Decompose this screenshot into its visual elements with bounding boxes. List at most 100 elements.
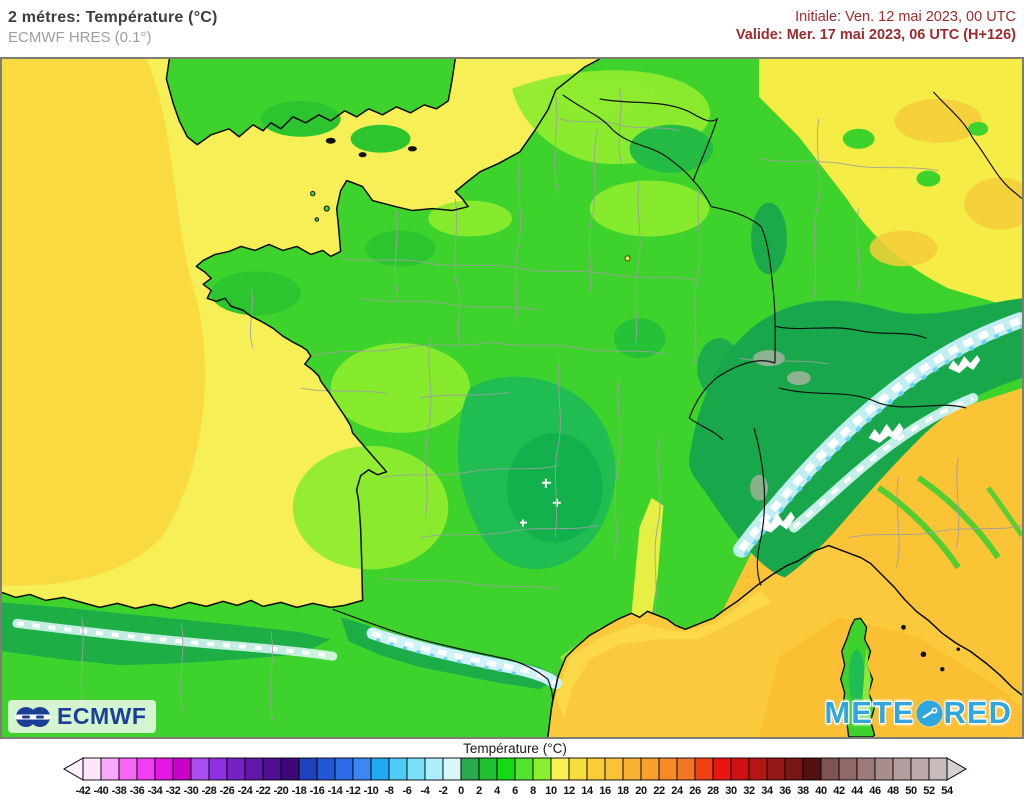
colorbar-tick: -34: [148, 785, 164, 797]
colorbar-tick: 12: [563, 785, 575, 797]
meteored-text-left: METE: [824, 695, 915, 730]
deep-atlantic: [2, 59, 206, 586]
colorbar-tick: -38: [112, 785, 127, 797]
colorbar-cell: [820, 757, 840, 781]
map-specks: [310, 137, 631, 262]
urban-speck: [407, 146, 417, 152]
colorbar-tick: -40: [94, 785, 109, 797]
colorbar-cell: [334, 757, 354, 781]
colorbar-tick: 20: [635, 785, 647, 797]
colorbar-cell: [838, 757, 858, 781]
colorbar-tick: 18: [617, 785, 629, 797]
map-frame: ECMWF METE RED: [0, 57, 1024, 739]
colorbar-cell: [586, 757, 606, 781]
colorbar-footer: Température (°C) -42 -40 -38 -36 -34 -32 -30 -2…: [0, 739, 1024, 799]
meteored-logo: METE RED: [824, 695, 1012, 731]
valid-datetime: Valide: Mer. 17 mai 2023, 06 UTC (H+126): [735, 27, 1016, 43]
colorbar-cell: [190, 757, 210, 781]
colorbar-tick: 36: [779, 785, 791, 797]
channel-island: [310, 190, 316, 197]
colorbar-cell: [550, 757, 570, 781]
colorbar-tick: 44: [851, 785, 864, 797]
colorbar-tick: -30: [184, 785, 199, 797]
colorbar-tick: -14: [328, 785, 344, 797]
colorbar-tick: -36: [130, 785, 145, 797]
colorbar-cell: [694, 757, 714, 781]
colorbar-cell: [748, 757, 768, 781]
department-borders: [80, 88, 1022, 722]
colorbar-tick: 26: [689, 785, 701, 797]
ecmwf-logo: ECMWF: [8, 700, 157, 733]
colorbar-tick: -10: [364, 785, 379, 797]
urban-speck: [325, 137, 336, 144]
colorbar-tick: -26: [220, 785, 235, 797]
rhone-valley: [631, 497, 664, 623]
colorbar-tick: 22: [653, 785, 665, 797]
colorbar-tick: -24: [238, 785, 254, 797]
colorbar-cell: [370, 757, 390, 781]
colorbar-tick: -22: [256, 785, 271, 797]
channel-island: [314, 217, 320, 222]
colorbar-cell: [676, 757, 696, 781]
colorbar-cell: [892, 757, 912, 781]
colorbar-cell: [208, 757, 228, 781]
colorbar-cell: [658, 757, 678, 781]
colorbar-cell: [118, 757, 138, 781]
paris-dot: [624, 255, 631, 262]
colorbar-cell: [604, 757, 624, 781]
colorbar-cell: [910, 757, 930, 781]
init-datetime: Initiale: Ven. 12 mai 2023, 00 UTC: [795, 9, 1016, 25]
weather-map: [2, 59, 1022, 737]
colorbar-cell: [442, 757, 462, 781]
meteored-o-icon: [916, 700, 943, 726]
colorbar-cell: [766, 757, 786, 781]
atlantic-sea: [2, 59, 600, 609]
page-title: 2 métres: Température (°C): [8, 9, 218, 26]
urban-speck: [358, 152, 367, 158]
colorbar-tick: 16: [599, 785, 611, 797]
colorbar-cell: [478, 757, 498, 781]
colorbar-tick: 28: [707, 785, 719, 797]
coastlines: [2, 59, 1022, 737]
alps: [689, 298, 1022, 578]
colorbar-tick: -18: [292, 785, 307, 797]
colorbar-tick: 8: [530, 785, 536, 797]
mediterranean-sea: [547, 545, 1022, 737]
colorbar-title: Température (°C): [463, 741, 567, 756]
colorbar-cell: [298, 757, 318, 781]
header-dates-block: Initiale: Ven. 12 mai 2023, 00 UTC Valid…: [736, 9, 1016, 43]
colorbar-cell: [136, 757, 156, 781]
corsica: [839, 617, 876, 737]
colorbar-cell: [496, 757, 516, 781]
ecmwf-icon: [15, 706, 51, 727]
colorbar-cell: [640, 757, 660, 781]
colorbar-tick: -8: [385, 785, 394, 797]
colorbar-tick: 40: [815, 785, 827, 797]
colorbar-arrow: [946, 757, 967, 781]
colorbar-cell: [802, 757, 822, 781]
country-borders: [332, 91, 1022, 708]
colorbar: Température (°C) -42 -40 -38 -36 -34 -32 -30 -2…: [63, 741, 967, 797]
colorbar-cell: [856, 757, 876, 781]
colorbar-cell: [262, 757, 282, 781]
colorbar-cell: [244, 757, 264, 781]
colorbar-tick: -16: [310, 785, 325, 797]
colorbar-tick: 2: [476, 785, 482, 797]
colorbar-tick: 46: [869, 785, 881, 797]
colorbar-tick: -42: [76, 785, 91, 797]
colorbar-tick: 42: [833, 785, 845, 797]
channel-island: [323, 205, 330, 212]
colorbar-cell: [712, 757, 732, 781]
colorbar-cell: [226, 757, 246, 781]
colorbar-tick: 4: [494, 785, 501, 797]
colorbar-tick: 50: [905, 785, 917, 797]
colorbar-cell: [568, 757, 588, 781]
colorbar-tick: -20: [274, 785, 289, 797]
colorbar-cell: [172, 757, 192, 781]
colorbar-tick: 6: [512, 785, 518, 797]
colorbar-tick: 48: [887, 785, 899, 797]
colorbar-tick: 54: [941, 785, 954, 797]
model-subtitle: ECMWF HRES (0.1°): [8, 29, 152, 46]
massif-snow: [519, 478, 561, 527]
cantabrian-mountains: [2, 602, 338, 666]
